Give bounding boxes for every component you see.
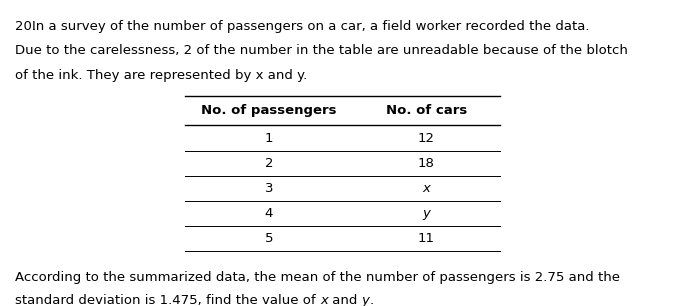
- Text: 3: 3: [264, 182, 273, 195]
- Text: 18: 18: [418, 157, 435, 170]
- Text: standard deviation is 1.475, find the value of: standard deviation is 1.475, find the va…: [15, 294, 320, 306]
- Text: of the ink. They are represented by x and y.: of the ink. They are represented by x an…: [15, 69, 308, 82]
- Text: According to the summarized data, the mean of the number of passengers is 2.75 a: According to the summarized data, the me…: [15, 271, 620, 284]
- Text: No. of passengers: No. of passengers: [201, 104, 336, 118]
- Text: 11: 11: [418, 232, 435, 245]
- Text: and: and: [328, 294, 362, 306]
- Text: y: y: [423, 207, 430, 220]
- Text: 4: 4: [264, 207, 273, 220]
- Text: 20.: 20.: [15, 20, 36, 33]
- Text: No. of cars: No. of cars: [386, 104, 467, 118]
- Text: 2: 2: [264, 157, 273, 170]
- Text: 5: 5: [264, 232, 273, 245]
- Text: 1: 1: [264, 132, 273, 144]
- Text: x: x: [423, 182, 430, 195]
- Text: x: x: [320, 294, 328, 306]
- Text: 12: 12: [418, 132, 435, 144]
- Text: In a survey of the number of passengers on a car, a field worker recorded the da: In a survey of the number of passengers …: [15, 20, 590, 33]
- Text: Due to the carelessness, 2 of the number in the table are unreadable because of : Due to the carelessness, 2 of the number…: [15, 44, 628, 57]
- Text: .: .: [369, 294, 373, 306]
- Text: y: y: [362, 294, 369, 306]
